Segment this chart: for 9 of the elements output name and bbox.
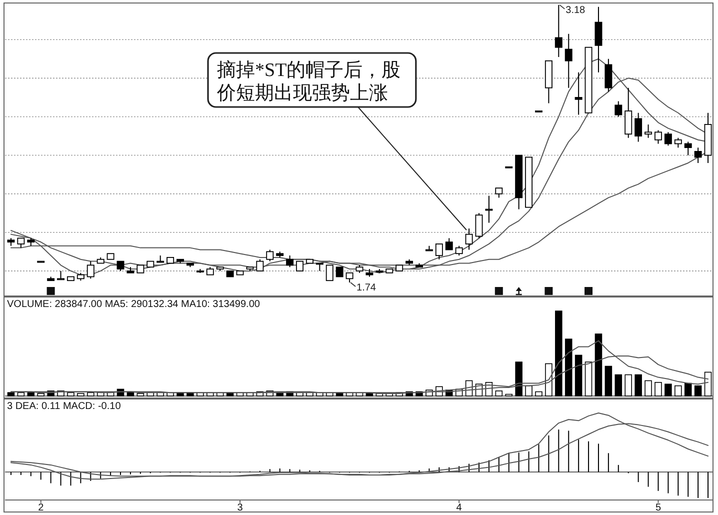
annotation: 1.74 <box>356 282 376 294</box>
x-tick-label: 5 <box>655 502 662 514</box>
x-tick-label: 4 <box>456 502 462 514</box>
chart-title: VOLUME: 283847.00 MA5: 290132.34 MA10: 313499.00 <box>7 299 260 310</box>
x-tick-label: 3 <box>237 502 244 514</box>
annotation: 摘掉*ST的帽子后，股价短期出现强势上涨 <box>216 60 401 104</box>
chart-title: 3 DEA: 0.11 MACD: -0.10 <box>7 401 122 412</box>
annotation: 3.18 <box>566 4 586 16</box>
x-tick-label: 2 <box>38 502 44 514</box>
